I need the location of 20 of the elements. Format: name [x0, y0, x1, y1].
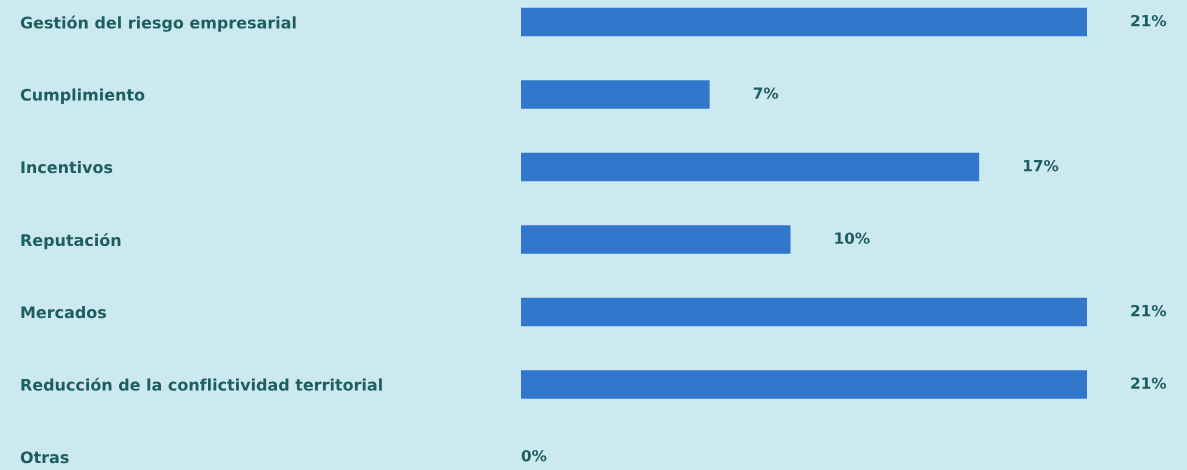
y-tick-label: Otras: [20, 451, 69, 464]
bar: [521, 297, 1087, 327]
data-label: 21%: [1131, 14, 1167, 27]
bar: [521, 152, 980, 182]
bar: [521, 7, 1087, 37]
data-label: 21%: [1131, 377, 1167, 389]
y-tick-label: Reducción de la conflictividad territorial: [21, 377, 382, 391]
y-tick-label: Cumplimiento: [20, 88, 145, 104]
y-tick-label: Mercados: [21, 305, 107, 319]
data-label: 0%: [521, 449, 547, 462]
y-tick-label: Incentivos: [21, 160, 113, 174]
y-tick-label: Gestión del riesgo empresarial: [20, 15, 296, 32]
data-label: 7%: [753, 87, 779, 99]
data-label: 17%: [1023, 159, 1059, 172]
data-label: 10%: [835, 232, 870, 244]
bar: [521, 80, 710, 109]
bar: [521, 225, 791, 254]
data-label: 21%: [1131, 304, 1167, 317]
y-tick-label: Reputación: [21, 233, 121, 250]
bar: [521, 370, 1087, 399]
